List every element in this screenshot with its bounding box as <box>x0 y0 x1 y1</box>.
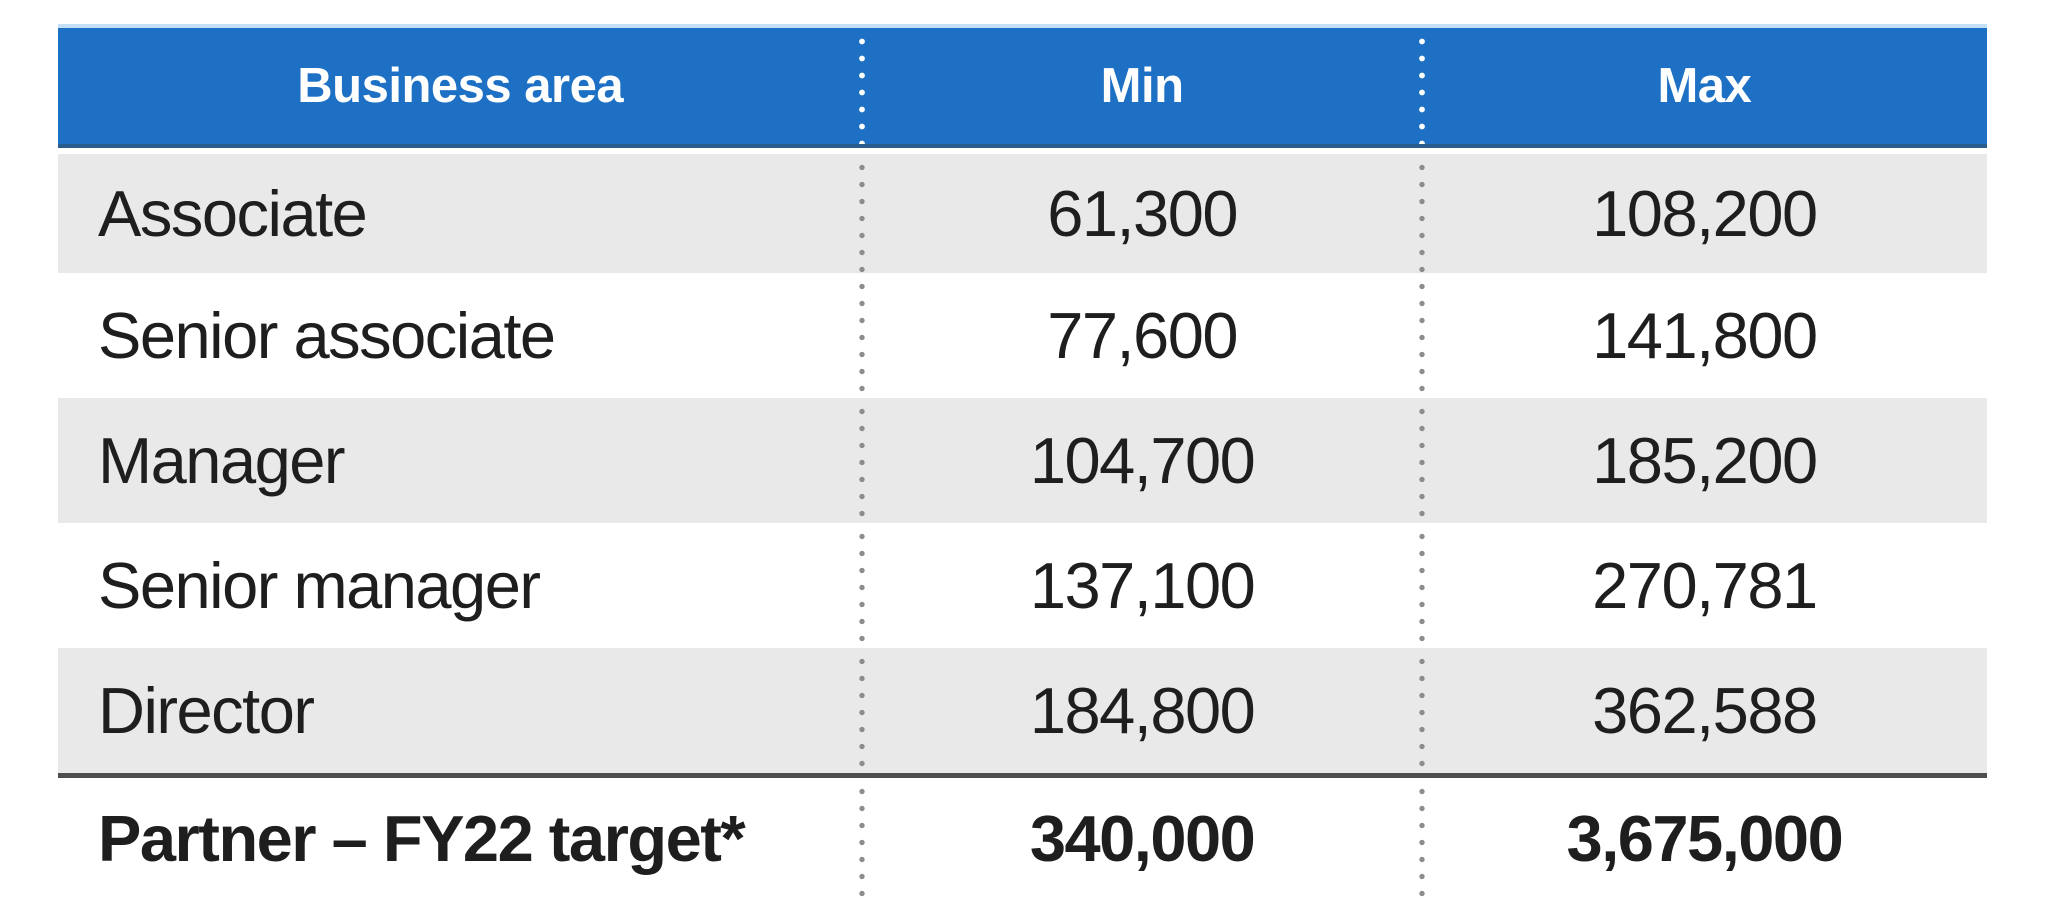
max-cell: 185,200 <box>1418 398 1987 523</box>
max-cell: 141,800 <box>1418 273 1987 398</box>
max-cell: 362,588 <box>1418 648 1987 773</box>
min-cell: 137,100 <box>859 523 1421 648</box>
min-cell: 61,300 <box>859 154 1421 273</box>
min-cell: 77,600 <box>859 273 1421 398</box>
business-area-cell: Director <box>98 674 315 747</box>
column-header-business-area: Business area <box>58 28 862 144</box>
max-cell: 270,781 <box>1418 523 1987 648</box>
table-row-partner: Partner – FY22 target* 340,000 3,675,000 <box>58 773 1987 898</box>
max-cell: 108,200 <box>1418 154 1987 273</box>
table-header-row: Business area Min Max <box>58 24 1987 148</box>
min-cell: 340,000 <box>859 778 1421 898</box>
column-header-max: Max <box>1418 28 1987 144</box>
business-area-cell: Associate <box>98 177 368 250</box>
table-row: Director 184,800 362,588 <box>58 648 1987 773</box>
column-header-min: Min <box>859 28 1421 144</box>
table-row: Associate 61,300 108,200 <box>58 148 1987 273</box>
business-area-cell: Partner – FY22 target* <box>98 801 746 875</box>
table-row: Manager 104,700 185,200 <box>58 398 1987 523</box>
business-area-cell: Senior manager <box>98 549 541 622</box>
business-area-cell: Senior associate <box>98 299 556 372</box>
min-cell: 104,700 <box>859 398 1421 523</box>
table-row: Senior associate 77,600 141,800 <box>58 273 1987 398</box>
column-header-label: Max <box>1657 59 1752 113</box>
column-header-label: Min <box>1100 59 1184 113</box>
salary-band-table: Business area Min Max Associate 61,300 1… <box>58 24 1987 898</box>
column-header-label: Business area <box>297 59 624 113</box>
table-row: Senior manager 137,100 270,781 <box>58 523 1987 648</box>
business-area-cell: Manager <box>98 424 346 497</box>
min-cell: 184,800 <box>859 648 1421 773</box>
max-cell: 3,675,000 <box>1418 778 1987 898</box>
